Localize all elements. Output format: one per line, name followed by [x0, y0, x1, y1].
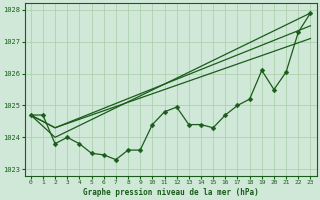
- X-axis label: Graphe pression niveau de la mer (hPa): Graphe pression niveau de la mer (hPa): [83, 188, 259, 197]
